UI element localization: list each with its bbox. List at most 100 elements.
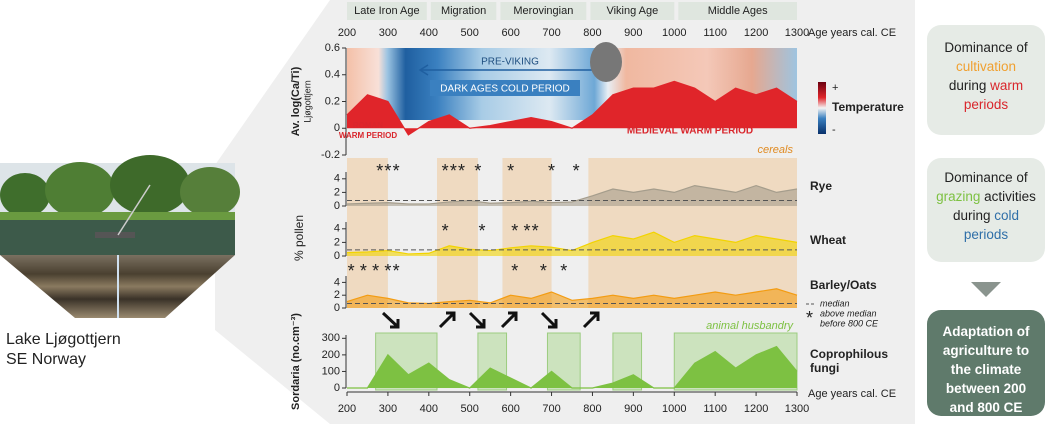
asterisk: * xyxy=(540,261,547,281)
period-box xyxy=(430,2,497,20)
period-label: Middle Ages xyxy=(708,5,768,17)
asterisk: * xyxy=(458,161,465,181)
y-tick-label: 0 xyxy=(334,302,340,314)
box-text-run: grazing xyxy=(936,189,980,204)
x-tick-label: 800 xyxy=(583,27,601,39)
asterisk: * xyxy=(511,261,518,281)
x-tick-label: 1300 xyxy=(785,403,809,415)
x-tick-label: 200 xyxy=(338,403,356,415)
x-tick-label: 700 xyxy=(542,27,560,39)
cereal-period xyxy=(502,158,552,308)
cereal-period xyxy=(347,158,388,308)
x-tick-label: 600 xyxy=(501,403,519,415)
period-box xyxy=(347,2,427,20)
x-tick-label: 1100 xyxy=(703,27,727,39)
cereal-label: cereals xyxy=(758,144,794,156)
temperature-minus: - xyxy=(832,124,836,136)
y-tick-label: 0 xyxy=(334,122,340,134)
temperature-bar xyxy=(818,82,826,134)
asterisk: * xyxy=(507,161,514,181)
cereal-period xyxy=(437,158,478,308)
y-axis-label: % pollen xyxy=(292,215,306,261)
box-text-run: during xyxy=(949,78,990,93)
asterisk: * xyxy=(548,161,555,181)
legend-label: above median xyxy=(820,308,877,318)
box-text-run: cultivation xyxy=(956,59,1016,74)
asterisk: * xyxy=(442,161,449,181)
y-axis-label: Av. log(Ca/Ti) xyxy=(290,66,302,136)
box-text: Dominance of xyxy=(944,40,1028,55)
panel-title: Barley/Oats xyxy=(810,278,877,292)
asterisk: * xyxy=(384,261,391,281)
temperature-label: Temperature xyxy=(832,100,904,114)
panel-title: Coprophilous xyxy=(810,347,888,361)
x-tick-label: 300 xyxy=(379,403,397,415)
legend-label: median xyxy=(820,298,850,308)
x-axis-label: Age years cal. CE xyxy=(808,27,896,39)
period-box xyxy=(590,2,675,20)
box-text: agriculture to xyxy=(943,343,1029,358)
x-tick-label: 500 xyxy=(461,27,479,39)
asterisk: * xyxy=(442,221,449,241)
annotation: PRE-VIKING xyxy=(481,57,539,68)
x-tick-label: 900 xyxy=(624,403,642,415)
x-tick-label: 1000 xyxy=(662,403,686,415)
helmet-icon xyxy=(590,42,622,82)
box-text-run: Adaptation of xyxy=(943,324,1030,339)
y-tick-label: 4 xyxy=(334,276,340,288)
box-text-run: cold xyxy=(994,208,1019,223)
y-tick-label: 0.4 xyxy=(325,69,340,81)
asterisk: * xyxy=(393,261,400,281)
area xyxy=(347,346,797,388)
x-tick-label: 400 xyxy=(420,403,438,415)
y-tick-label: 4 xyxy=(334,223,340,235)
period-label: Merovingian xyxy=(513,5,573,17)
asterisk: * xyxy=(384,161,391,181)
y-tick-label: 2 xyxy=(334,236,340,248)
panel-title: fungi xyxy=(810,361,839,375)
x-tick-label: 1200 xyxy=(744,27,768,39)
box-text: during warm xyxy=(949,78,1023,93)
annotation: ROMAN xyxy=(353,121,383,130)
box-text-run: Dominance of xyxy=(944,40,1028,55)
box-text-run: between 200 xyxy=(946,381,1026,396)
box-text-run: agriculture to xyxy=(943,343,1029,358)
asterisk: * xyxy=(376,161,383,181)
period-label: Late Iron Age xyxy=(354,5,419,17)
period-box xyxy=(500,2,587,20)
y-tick-label: 200 xyxy=(322,349,340,361)
asterisk: * xyxy=(560,261,567,281)
box-text-run: periods xyxy=(964,227,1009,242)
y-tick-label: 2 xyxy=(334,186,340,198)
x-tick-label: 200 xyxy=(338,27,356,39)
box-text-run: the climate xyxy=(951,362,1022,377)
asterisk: * xyxy=(532,221,539,241)
asterisk: * xyxy=(372,261,379,281)
box-text: and 800 CE xyxy=(950,400,1023,415)
box-text: periods xyxy=(964,97,1009,112)
box-text: cultivation xyxy=(956,59,1016,74)
x-tick-label: 500 xyxy=(461,403,479,415)
caption: SE Norway xyxy=(6,351,86,368)
y-tick-label: 300 xyxy=(322,332,340,344)
line xyxy=(346,80,798,136)
asterisk: * xyxy=(450,161,457,181)
annotation: MEDIEVAL WARM PERIOD xyxy=(627,126,753,137)
x-tick-label: 1100 xyxy=(703,403,727,415)
asterisk: * xyxy=(478,221,485,241)
box-text: between 200 xyxy=(946,381,1026,396)
asterisk: * xyxy=(573,161,580,181)
asterisk: * xyxy=(360,261,367,281)
box-text: during cold xyxy=(953,208,1019,223)
box-text-run: Dominance of xyxy=(944,170,1028,185)
lake-photo xyxy=(0,155,240,318)
period-label: Migration xyxy=(441,5,486,17)
legend-label: before 800 CE xyxy=(820,318,879,328)
y-tick-label: -0.2 xyxy=(321,149,340,161)
y-tick-label: 0 xyxy=(334,200,340,212)
box-text-run: periods xyxy=(964,97,1009,112)
y-tick-label: 0.6 xyxy=(325,42,340,54)
x-axis-label: Age years cal. CE xyxy=(808,388,896,400)
period-box xyxy=(678,2,797,20)
